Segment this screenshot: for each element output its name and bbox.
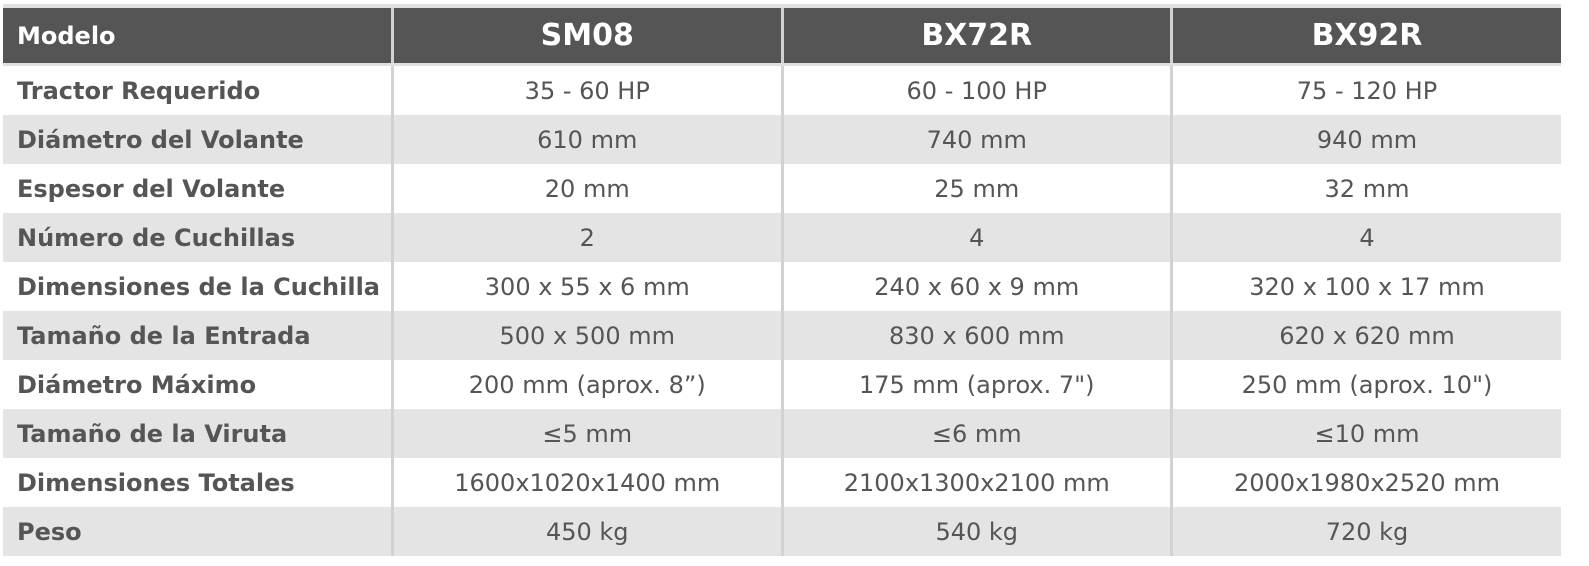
spec-value: 450 kg — [391, 507, 782, 556]
table-row: Dimensiones de la Cuchilla 300 x 55 x 6 m… — [3, 262, 1561, 311]
spec-value: 830 x 600 mm — [780, 311, 1172, 360]
spec-value: 35 - 60 HP — [391, 64, 782, 115]
spec-table: Modelo SM08 BX72R BX92R Tractor Requerido 35… — [3, 8, 1561, 556]
row-label: Diámetro Máximo — [3, 360, 393, 409]
table-row: Espesor del Volante 20 mm 25 mm 32 mm — [3, 164, 1561, 213]
spec-value: 20 mm — [391, 164, 782, 213]
row-label: Tractor Requerido — [3, 64, 393, 115]
table-row: Tamaño de la Entrada 500 x 500 mm 830 x 60… — [3, 311, 1561, 360]
spec-value: 2000x1980x2520 mm — [1170, 458, 1561, 507]
spec-value: 4 — [780, 213, 1172, 262]
header-row: Modelo SM08 BX72R BX92R — [3, 8, 1561, 66]
spec-value: 720 kg — [1170, 507, 1561, 556]
table-row: Peso 450 kg 540 kg 720 kg — [3, 507, 1561, 556]
spec-value: ≤5 mm — [391, 409, 782, 458]
row-label: Tamaño de la Viruta — [3, 409, 393, 458]
spec-value: 620 x 620 mm — [1170, 311, 1561, 360]
spec-value: 300 x 55 x 6 mm — [391, 262, 782, 311]
spec-value: 200 mm (aprox. 8”) — [391, 360, 782, 409]
spec-value: 175 mm (aprox. 7") — [780, 360, 1172, 409]
spec-value: 240 x 60 x 9 mm — [780, 262, 1172, 311]
spec-value: ≤10 mm — [1170, 409, 1561, 458]
spec-value: 25 mm — [780, 164, 1172, 213]
spec-value: 250 mm (aprox. 10") — [1170, 360, 1561, 409]
row-label: Espesor del Volante — [3, 164, 393, 213]
row-label: Dimensiones de la Cuchilla — [3, 262, 393, 311]
spec-value: ≤6 mm — [780, 409, 1172, 458]
spec-table-container: Modelo SM08 BX72R BX92R Tractor Requerido 35… — [3, 4, 1561, 556]
table-row: Diámetro del Volante 610 mm 740 mm 940 mm — [3, 115, 1561, 164]
spec-value: 740 mm — [780, 115, 1172, 164]
table-row: Tamaño de la Viruta ≤5 mm ≤6 mm ≤10 mm — [3, 409, 1561, 458]
table-row: Número de Cuchillas 2 4 4 — [3, 213, 1561, 262]
spec-value: 610 mm — [391, 115, 782, 164]
spec-value: 2100x1300x2100 mm — [780, 458, 1172, 507]
spec-value: 940 mm — [1170, 115, 1561, 164]
spec-value: 1600x1020x1400 mm — [391, 458, 782, 507]
spec-value: 500 x 500 mm — [391, 311, 782, 360]
header-label: Modelo — [3, 8, 393, 66]
model-header: BX92R — [1170, 8, 1561, 66]
spec-value: 60 - 100 HP — [780, 64, 1172, 115]
row-label: Peso — [3, 507, 393, 556]
row-label: Diámetro del Volante — [3, 115, 393, 164]
spec-value: 540 kg — [780, 507, 1172, 556]
model-header: BX72R — [780, 8, 1172, 66]
spec-value: 320 x 100 x 17 mm — [1170, 262, 1561, 311]
table-row: Tractor Requerido 35 - 60 HP 60 - 100 HP 75… — [3, 64, 1561, 115]
row-label: Número de Cuchillas — [3, 213, 393, 262]
row-label: Tamaño de la Entrada — [3, 311, 393, 360]
row-label: Dimensiones Totales — [3, 458, 393, 507]
spec-value: 4 — [1170, 213, 1561, 262]
spec-value: 2 — [391, 213, 782, 262]
table-row: Dimensiones Totales 1600x1020x1400 mm 2100… — [3, 458, 1561, 507]
spec-value: 32 mm — [1170, 164, 1561, 213]
spec-value: 75 - 120 HP — [1170, 64, 1561, 115]
table-row: Diámetro Máximo 200 mm (aprox. 8”) 175 mm … — [3, 360, 1561, 409]
model-header: SM08 — [391, 8, 782, 66]
